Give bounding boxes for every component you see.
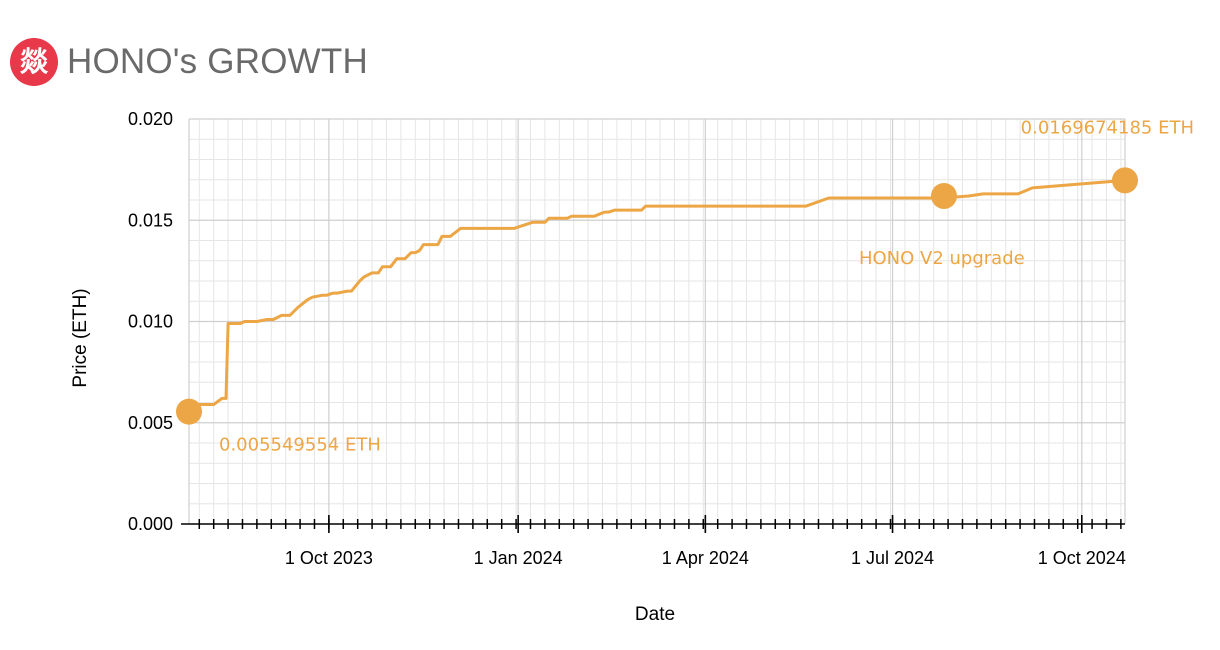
logo-glyph: 燚 — [19, 45, 48, 78]
y-axis-ticks: 0.000 0.005 0.010 0.015 0.020 — [128, 109, 173, 534]
highlight-point — [176, 398, 202, 425]
major-gridlines — [188, 118, 1126, 524]
x-tick-label: 1 Jul 2024 — [851, 548, 934, 568]
highlight-points — [176, 167, 1138, 425]
annotation-label: 0.005549554 ETH — [219, 435, 381, 456]
chart-title: HONO's GROWTH — [67, 42, 368, 81]
x-tick-label: 1 Apr 2024 — [662, 548, 749, 568]
annotations: 0.005549554 ETH HONO V2 upgrade 0.01696741… — [219, 117, 1194, 455]
annotation-label: 0.0169674185 ETH — [1021, 117, 1194, 138]
y-axis-title: Price (ETH) — [70, 288, 91, 387]
y-tick-label: 0.000 — [128, 514, 173, 534]
highlight-point — [930, 182, 957, 209]
y-tick-label: 0.020 — [128, 109, 173, 129]
highlight-point — [1112, 167, 1138, 194]
series-layer — [188, 178, 1126, 413]
annotation-label: HONO V2 upgrade — [859, 248, 1025, 269]
x-tick-label: 1 Oct 2024 — [1038, 548, 1126, 568]
x-tick-label: 1 Jan 2024 — [474, 548, 563, 568]
x-tick-label: 1 Oct 2023 — [285, 548, 373, 568]
x-axis-title: Date — [635, 604, 675, 625]
y-tick-label: 0.010 — [128, 312, 173, 332]
y-tick-label: 0.015 — [128, 210, 173, 230]
y-tick-label: 0.005 — [128, 413, 173, 433]
series-line — [188, 178, 1126, 413]
chart-header: 燚 HONO's GROWTH — [10, 38, 368, 86]
hono-logo: 燚 — [10, 38, 58, 86]
x-axis: 1 Oct 2023 1 Jan 2024 1 Apr 2024 1 Jul 2024… — [181, 515, 1126, 568]
